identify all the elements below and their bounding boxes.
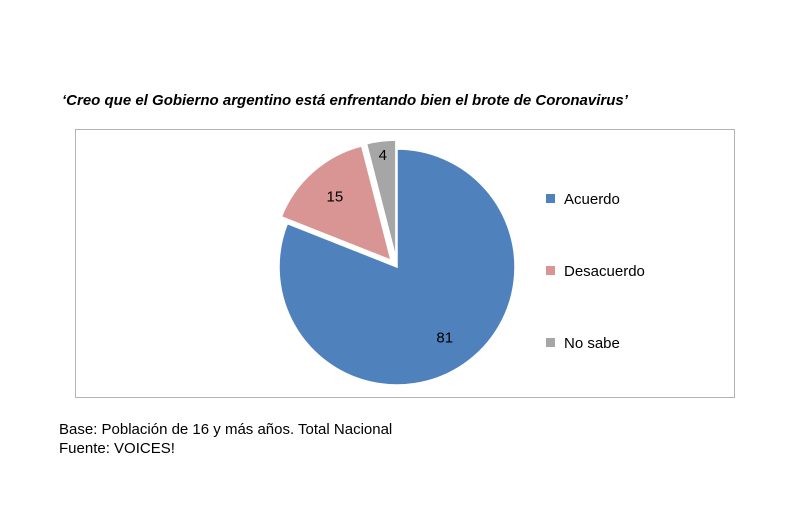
- legend-swatch-no-sabe: [546, 338, 555, 347]
- chart-title: ‘Creo que el Gobierno argentino está enf…: [62, 92, 628, 109]
- pie-slice-no-sabe: [365, 139, 397, 259]
- legend-label-acuerdo: Acuerdo: [564, 191, 620, 208]
- legend-swatch-acuerdo: [546, 194, 555, 203]
- pie-slice-acuerdo: [278, 148, 516, 386]
- legend-label-no-sabe: No sabe: [564, 335, 620, 352]
- legend-label-desacuerdo: Desacuerdo: [564, 263, 645, 280]
- pie-chart: 81 15 4 Acuerdo Desacuerdo No sabe: [278, 139, 645, 386]
- data-label-no-sabe: 4: [379, 147, 387, 164]
- pie-slice-desacuerdo: [280, 145, 393, 262]
- data-label-acuerdo: 81: [436, 329, 453, 346]
- data-label-desacuerdo: 15: [327, 189, 344, 206]
- base-footnote: Base: Población de 16 y más años. Total …: [59, 421, 393, 438]
- legend-swatch-desacuerdo: [546, 266, 555, 275]
- chart-area: 81 15 4 Acuerdo Desacuerdo No sabe: [75, 129, 735, 398]
- source-footnote: Fuente: VOICES!: [59, 440, 175, 457]
